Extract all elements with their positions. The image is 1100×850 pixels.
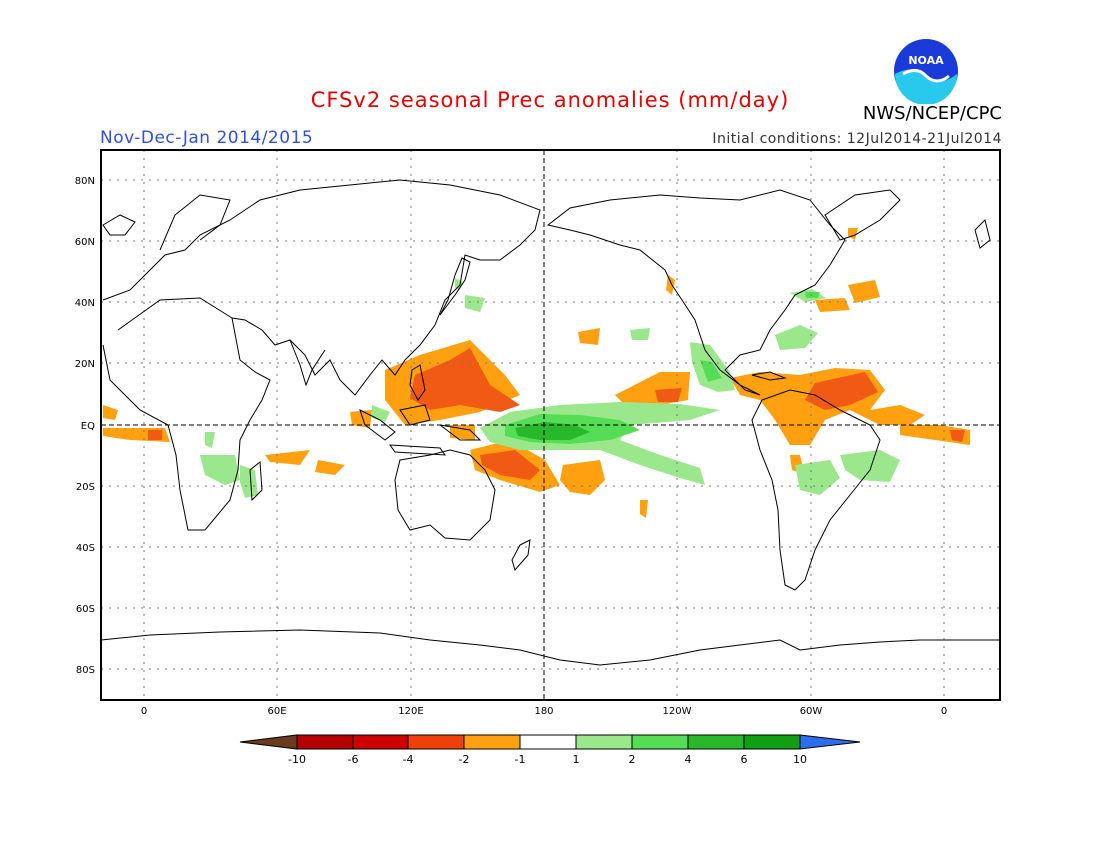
colorbar: -10 -6 -4 -2 -1 1 2 4 6 10 xyxy=(239,734,861,766)
coastlines xyxy=(101,179,1000,666)
colorbar-label: -6 xyxy=(348,753,359,766)
colorbar-swatch xyxy=(407,734,465,750)
colorbar-swatch xyxy=(743,734,801,750)
lon-label: 60E xyxy=(267,706,286,717)
noaa-logo: NOAA xyxy=(894,39,958,104)
colorbar-label: 6 xyxy=(741,753,748,766)
colorbar-swatch xyxy=(687,734,745,750)
colorbar-swatch xyxy=(296,734,354,750)
season-label: Nov-Dec-Jan 2014/2015 xyxy=(100,128,314,148)
colorbar-label: 1 xyxy=(573,753,580,766)
colorbar-swatch-lower-arrow xyxy=(239,734,298,750)
lon-label: 60W xyxy=(800,706,823,717)
lat-label: 60N xyxy=(75,237,95,248)
lat-label: 20N xyxy=(75,359,95,370)
lat-label: 40N xyxy=(75,298,95,309)
colorbar-label: -1 xyxy=(515,753,526,766)
anomaly-fields xyxy=(103,228,970,518)
logo-text: NOAA xyxy=(908,54,944,67)
colorbar-swatch xyxy=(575,734,633,750)
lat-label: 60S xyxy=(76,604,95,615)
colorbar-swatch xyxy=(519,734,577,750)
initial-conditions-label: Initial conditions: 12Jul2014-21Jul2014 xyxy=(712,131,1002,147)
lat-label: EQ xyxy=(81,421,95,432)
lon-label: 120E xyxy=(398,706,423,717)
colorbar-label: -2 xyxy=(459,753,470,766)
lat-label: 40S xyxy=(76,543,95,554)
agency-label: NWS/NCEP/CPC xyxy=(862,103,1002,124)
graticule xyxy=(101,150,1000,700)
lon-label: 0 xyxy=(141,706,147,717)
lon-label: 180 xyxy=(534,706,553,717)
colorbar-label: -10 xyxy=(288,753,306,766)
colorbar-swatch xyxy=(463,734,521,750)
map-frame xyxy=(100,149,1001,701)
colorbar-swatch-upper-arrow xyxy=(799,734,861,750)
longitude-labels: 0 60E 120E 180 120W 60W 0 xyxy=(141,706,947,717)
reference-lines xyxy=(101,150,1000,700)
lon-label: 0 xyxy=(941,706,947,717)
colorbar-label: 2 xyxy=(629,753,636,766)
lat-label: 80S xyxy=(76,665,95,676)
map-title: CFSv2 seasonal Prec anomalies (mm/day) xyxy=(310,88,790,112)
colorbar-label: -4 xyxy=(403,753,414,766)
lat-label: 20S xyxy=(76,482,95,493)
latitude-labels: 80N 60N 40N 20N EQ 20S 40S 60S 80S xyxy=(75,176,95,676)
lon-label: 120W xyxy=(663,706,692,717)
colorbar-swatch xyxy=(352,734,409,750)
colorbar-label: 10 xyxy=(793,753,807,766)
lat-label: 80N xyxy=(75,176,95,187)
colorbar-label: 4 xyxy=(685,753,692,766)
colorbar-swatch xyxy=(631,734,689,750)
